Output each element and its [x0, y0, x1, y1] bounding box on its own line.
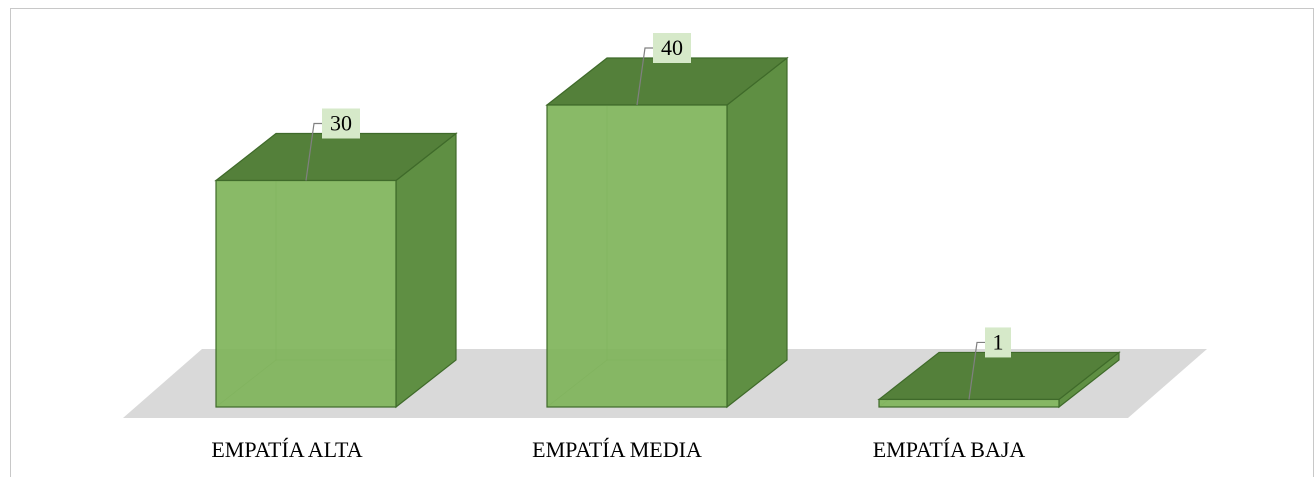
data-label-leader [968, 341, 985, 400]
bar-front-face [215, 179, 397, 408]
chart-frame [10, 8, 1314, 477]
bars: 30 40 1 [214, 33, 1121, 409]
category-label-media: EMPATÍA MEDIA [532, 437, 702, 462]
data-label-media: 40 [661, 35, 683, 60]
bar-side-face [726, 56, 788, 409]
bar-media: 40 [545, 33, 789, 409]
category-label-alta: EMPATÍA ALTA [211, 437, 362, 462]
data-label-alta: 30 [330, 111, 352, 136]
bar-front-face [878, 398, 1060, 408]
data-label-leader [305, 122, 322, 181]
data-label-box [322, 108, 360, 139]
data-label-box [653, 33, 691, 63]
bar-alta: 30 [214, 108, 458, 409]
category-label-baja: EMPATÍA BAJA [873, 437, 1026, 462]
bar-baja: 1 [877, 327, 1121, 409]
category-labels: EMPATÍA ALTA EMPATÍA MEDIA EMPATÍA BAJA [211, 437, 1025, 462]
bar-front-face [546, 104, 728, 408]
data-label-baja: 1 [993, 329, 1004, 354]
data-label-leader [636, 47, 653, 106]
bar-side-face [395, 132, 457, 409]
data-label-box [985, 327, 1011, 358]
